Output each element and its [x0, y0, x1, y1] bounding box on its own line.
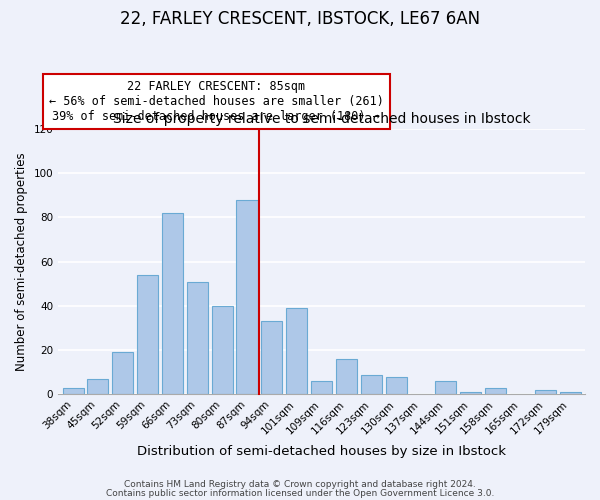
Bar — [112, 352, 133, 395]
Text: Contains HM Land Registry data © Crown copyright and database right 2024.: Contains HM Land Registry data © Crown c… — [124, 480, 476, 489]
Bar — [386, 376, 407, 394]
Text: Contains public sector information licensed under the Open Government Licence 3.: Contains public sector information licen… — [106, 488, 494, 498]
Bar — [535, 390, 556, 394]
Bar — [236, 200, 257, 394]
Bar — [212, 306, 233, 394]
Text: 22, FARLEY CRESCENT, IBSTOCK, LE67 6AN: 22, FARLEY CRESCENT, IBSTOCK, LE67 6AN — [120, 10, 480, 28]
Bar — [286, 308, 307, 394]
Bar — [460, 392, 481, 394]
Bar — [336, 359, 357, 394]
Bar — [311, 381, 332, 394]
Bar — [361, 374, 382, 394]
Bar — [485, 388, 506, 394]
Bar — [137, 275, 158, 394]
Bar — [187, 282, 208, 395]
Bar — [435, 381, 457, 394]
Text: 22 FARLEY CRESCENT: 85sqm
← 56% of semi-detached houses are smaller (261)
39% of: 22 FARLEY CRESCENT: 85sqm ← 56% of semi-… — [49, 80, 383, 124]
Bar — [262, 322, 283, 394]
Bar — [560, 392, 581, 394]
Bar — [88, 379, 109, 394]
Y-axis label: Number of semi-detached properties: Number of semi-detached properties — [15, 152, 28, 371]
Bar — [62, 388, 83, 394]
Bar — [162, 213, 183, 394]
Title: Size of property relative to semi-detached houses in Ibstock: Size of property relative to semi-detach… — [113, 112, 530, 126]
X-axis label: Distribution of semi-detached houses by size in Ibstock: Distribution of semi-detached houses by … — [137, 444, 506, 458]
